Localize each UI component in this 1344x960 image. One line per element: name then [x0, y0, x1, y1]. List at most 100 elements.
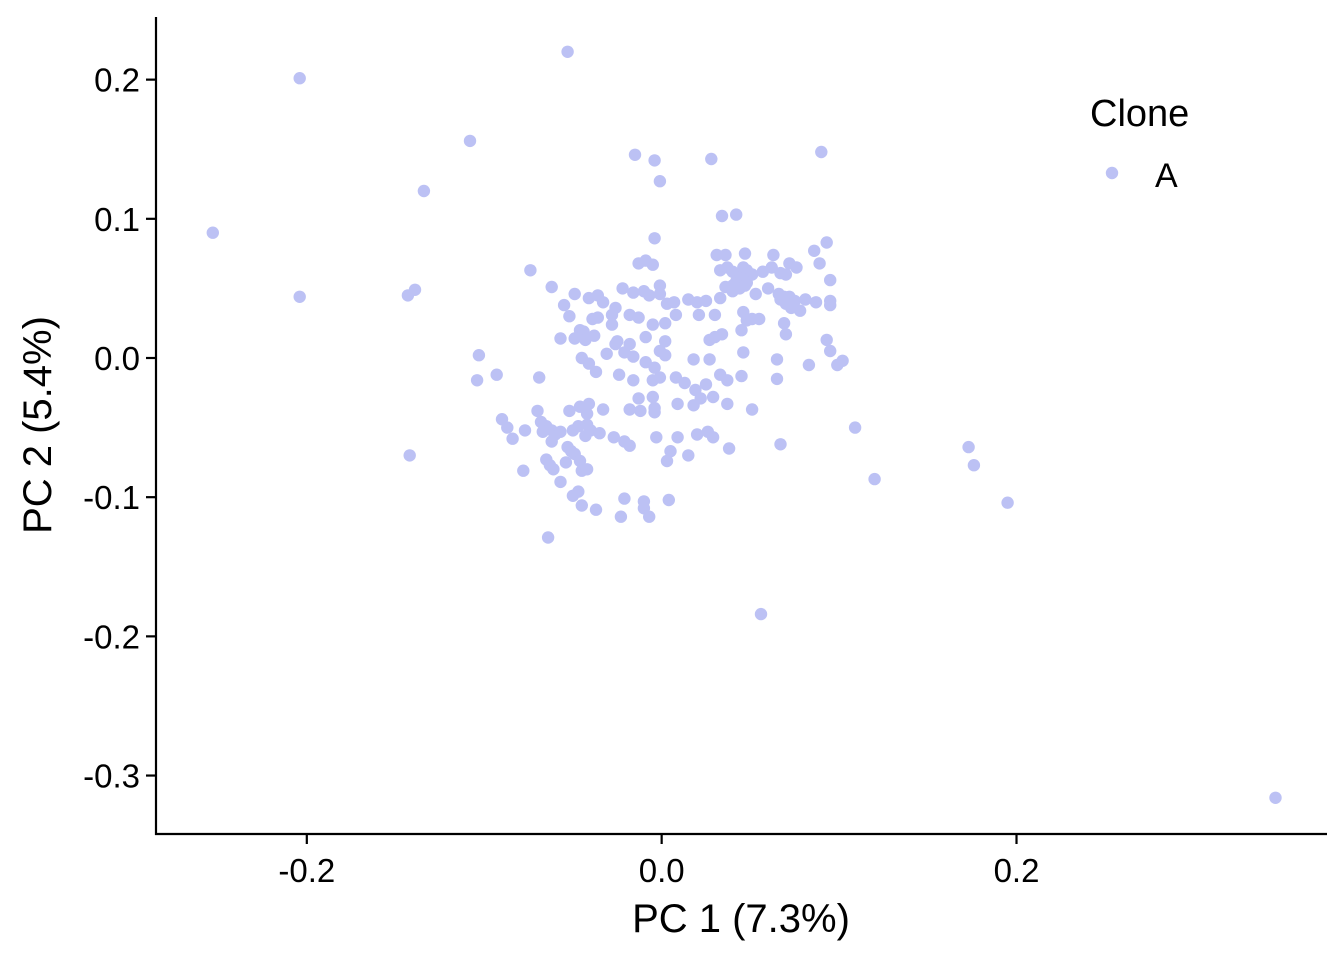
data-point — [799, 293, 812, 306]
data-point — [632, 311, 645, 324]
data-point — [653, 371, 667, 384]
data-point — [627, 286, 640, 299]
data-point — [1269, 791, 1282, 804]
data-point — [506, 432, 519, 445]
data-point — [659, 335, 672, 348]
data-point — [721, 374, 734, 387]
data-point — [967, 459, 981, 472]
data-point — [632, 392, 645, 405]
data-point — [703, 353, 716, 366]
legend-title: Clone — [1090, 93, 1189, 135]
data-point — [623, 403, 636, 416]
data-point — [749, 287, 762, 301]
data-point — [582, 357, 596, 370]
y-tick-label: -0.3 — [83, 758, 140, 795]
y-tick-label: -0.2 — [83, 618, 140, 655]
x-tick-label: 0.2 — [994, 852, 1040, 889]
data-point — [554, 425, 567, 438]
data-point — [501, 421, 514, 434]
data-point — [687, 353, 700, 366]
data-point — [730, 208, 743, 221]
data-point — [808, 244, 821, 257]
legend-key-a — [1105, 166, 1119, 180]
data-point — [815, 145, 828, 159]
data-point — [648, 232, 661, 245]
data-point — [820, 333, 833, 347]
data-point — [579, 429, 592, 443]
data-point — [616, 282, 629, 295]
data-point — [589, 503, 603, 516]
data-point — [659, 317, 672, 330]
data-point — [735, 369, 748, 383]
data-point — [403, 449, 416, 462]
data-point — [824, 273, 837, 287]
data-point — [401, 289, 415, 302]
data-point — [690, 428, 704, 441]
data-point — [518, 424, 532, 437]
data-point — [643, 510, 656, 523]
data-point — [650, 431, 663, 444]
data-point — [627, 374, 640, 387]
data-point — [600, 347, 613, 360]
data-point — [745, 403, 759, 416]
data-point — [554, 475, 567, 489]
data-point — [738, 279, 752, 292]
data-point — [609, 337, 622, 351]
data-point — [545, 435, 558, 448]
data-point — [559, 456, 573, 469]
data-point — [561, 45, 574, 58]
data-point — [659, 349, 672, 362]
data-point — [588, 329, 601, 342]
data-point — [580, 463, 594, 476]
y-tick-label: 0.0 — [94, 340, 140, 377]
data-point — [605, 308, 619, 322]
data-point — [524, 264, 537, 277]
data-point — [754, 607, 768, 621]
data-point — [706, 390, 720, 404]
data-point — [774, 438, 787, 451]
data-point — [777, 317, 791, 330]
data-point — [706, 431, 720, 444]
data-point — [623, 439, 636, 452]
data-point — [710, 248, 723, 262]
data-point — [639, 356, 652, 369]
data-point — [605, 318, 619, 331]
data-point — [714, 291, 727, 305]
data-point — [648, 361, 661, 374]
data-point — [589, 365, 603, 379]
data-point — [628, 148, 642, 161]
data-point — [708, 308, 722, 322]
data-point — [472, 349, 486, 362]
data-point — [1001, 496, 1014, 509]
data-point — [545, 280, 558, 294]
data-point — [614, 510, 628, 523]
data-point — [770, 372, 784, 386]
data-point — [533, 371, 546, 384]
data-point — [738, 247, 752, 260]
data-point — [662, 493, 675, 507]
data-point — [293, 72, 306, 85]
data-point — [719, 248, 732, 262]
data-point — [770, 353, 784, 366]
data-point — [573, 454, 587, 468]
data-point — [721, 397, 734, 411]
data-point — [541, 531, 555, 544]
data-point — [737, 346, 750, 359]
legend: Clone A — [1090, 93, 1189, 195]
data-point — [646, 390, 659, 404]
data-point — [692, 308, 706, 322]
data-point — [648, 154, 661, 167]
data-point — [722, 442, 736, 455]
y-tick-label: 0.2 — [94, 62, 140, 99]
data-point — [563, 310, 576, 323]
data-point — [206, 226, 219, 239]
data-point — [962, 440, 975, 454]
data-point — [470, 374, 484, 387]
data-point — [612, 368, 626, 381]
data-point — [648, 401, 661, 415]
data-point — [596, 296, 610, 309]
data-point — [517, 464, 530, 477]
y-axis-ticks: 0.2 0.1 0.0 -0.1 -0.2 -0.3 — [83, 62, 156, 795]
data-point — [699, 294, 713, 308]
x-axis-ticks: -0.2 0.0 0.2 — [278, 834, 1039, 889]
